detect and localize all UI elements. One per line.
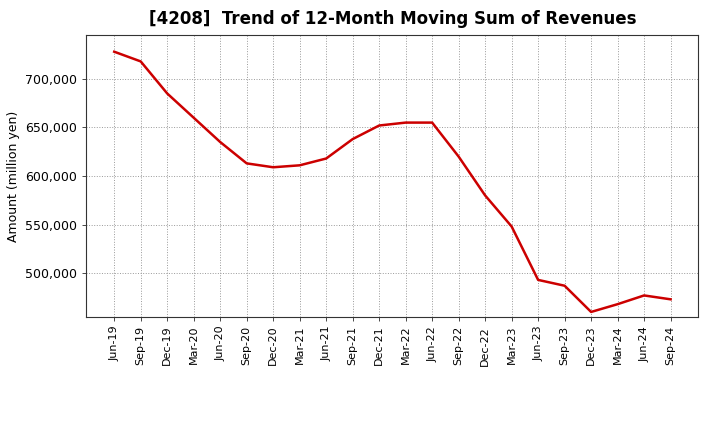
Y-axis label: Amount (million yen): Amount (million yen) bbox=[6, 110, 20, 242]
Title: [4208]  Trend of 12-Month Moving Sum of Revenues: [4208] Trend of 12-Month Moving Sum of R… bbox=[148, 10, 636, 28]
